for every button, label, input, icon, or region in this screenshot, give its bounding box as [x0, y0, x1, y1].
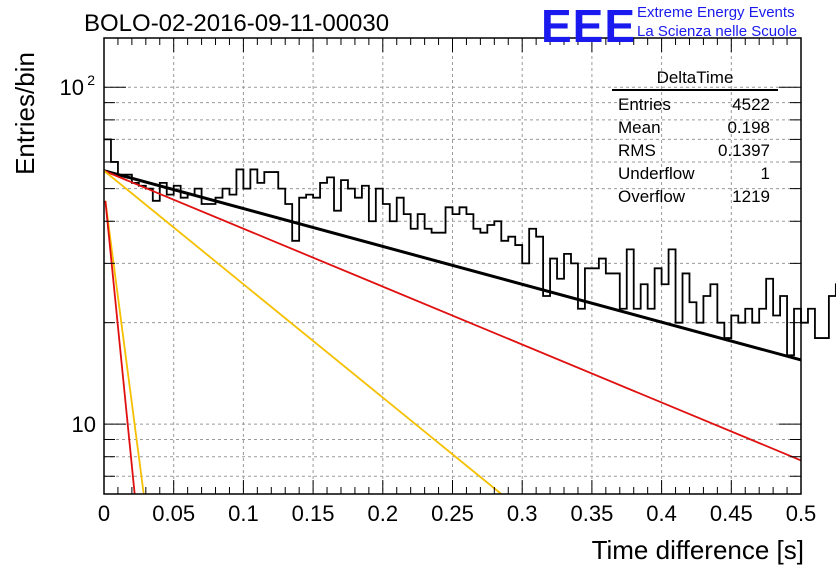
x-axis-label: Time difference [s]	[591, 535, 804, 565]
fit-curve	[104, 200, 136, 495]
logo-caption-line2: La Scienza nelle Scuole	[637, 23, 798, 40]
x-tick-label: 0.35	[570, 501, 613, 526]
y-tick-label: 10	[72, 412, 96, 437]
histogram	[104, 138, 836, 357]
stats-label: Underflow	[618, 164, 695, 183]
stats-row-entries: Entries 4522	[612, 93, 778, 116]
x-tick-label: 0.45	[710, 501, 753, 526]
x-tick-label: 0.4	[646, 501, 677, 526]
stats-value: 1	[760, 164, 770, 183]
stats-title: DeltaTime	[612, 68, 778, 91]
axis-ticks	[103, 38, 802, 494]
fit-curve	[103, 169, 802, 362]
stats-value: 0.198	[727, 118, 770, 137]
stats-row-underflow: Underflow 1	[612, 162, 778, 185]
stats-value: 1219	[732, 187, 770, 206]
x-tick-label: 0.25	[431, 501, 474, 526]
x-tick-label: 0.1	[228, 501, 259, 526]
stats-label: RMS	[618, 141, 656, 160]
stats-value: 4522	[732, 95, 770, 114]
stats-row-overflow: Overflow 1219	[612, 185, 778, 208]
stats-label: Overflow	[618, 187, 686, 206]
stats-row-mean: Mean 0.198	[612, 116, 778, 139]
tick-labels: 0 0.05 0.1 0.15 0.2 0.25 0.3 0.35 0.4 0.45 0.51010…	[60, 72, 817, 526]
stats-box: DeltaTime Entries 4522 Mean 0.198 RMS 0.…	[612, 68, 778, 208]
fit-curve	[103, 170, 502, 495]
y-tick-label-exponent: 2	[87, 72, 95, 88]
stats-value: 0.1397	[718, 141, 770, 160]
x-tick-label: 0.3	[507, 501, 538, 526]
x-tick-label: 0	[98, 501, 110, 526]
x-tick-label: 0.15	[292, 501, 335, 526]
fit-curve	[103, 169, 802, 462]
x-tick-label: 0.5	[786, 501, 817, 526]
run-title: BOLO-02-2016-09-11-00030	[84, 10, 390, 37]
fit-curve	[104, 200, 145, 495]
x-tick-label: 0.2	[368, 501, 399, 526]
fit-curves	[103, 169, 802, 495]
x-tick-label: 0.05	[152, 501, 195, 526]
eee-logo: EEE	[541, 0, 637, 52]
histogram-step	[104, 138, 836, 357]
grid-lines	[104, 38, 801, 494]
logo-caption-line1: Extreme Energy Events	[637, 4, 795, 21]
stats-label: Entries	[618, 95, 671, 114]
stats-row-rms: RMS 0.1397	[612, 139, 778, 162]
y-axis-label: Entries/bin	[9, 52, 40, 175]
y-tick-label: 10	[60, 75, 84, 100]
logo-caption: Extreme Energy Events La Scienza nelle S…	[637, 3, 797, 41]
stats-label: Mean	[618, 118, 661, 137]
